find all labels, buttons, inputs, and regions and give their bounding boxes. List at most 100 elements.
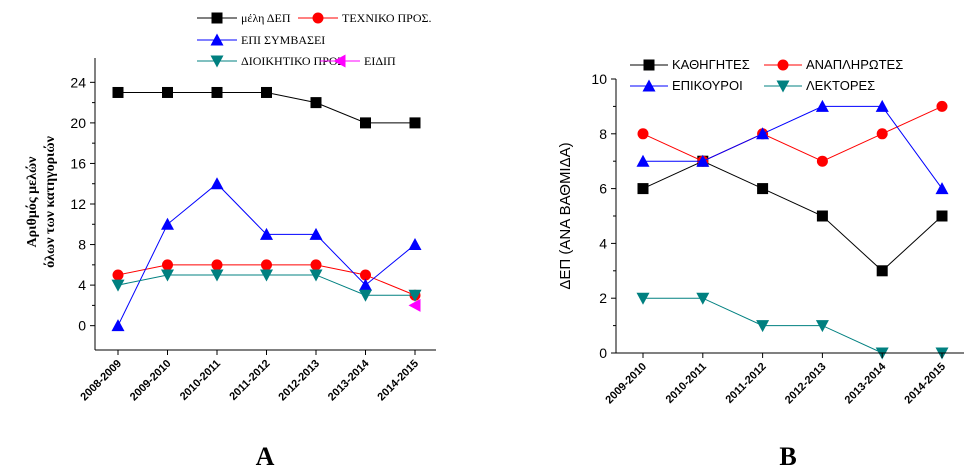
legend-item-τεχνικο-προς: ΤΕΧΝΙΚΟ ΠΡΟΣ. (298, 11, 431, 25)
legend-item-επι-συμβασει: ΕΠΙ ΣΥΜΒΑΣΕΙ (197, 33, 325, 47)
data-point (211, 86, 223, 98)
legend-label: μέλη ΔΕΠ (241, 11, 291, 25)
data-point (757, 183, 769, 195)
data-point (360, 269, 371, 281)
data-point (876, 265, 888, 277)
x-tick-label: 2010-2011 (664, 361, 709, 406)
series-line (642, 105, 943, 162)
data-point (876, 128, 888, 140)
y-tick-label: 0 (599, 345, 607, 361)
data-point (309, 227, 323, 240)
data-point (161, 217, 174, 230)
x-tick-label: 2009-2010 (603, 361, 649, 407)
legend-marker (312, 12, 324, 24)
y-tick-label: 16 (70, 155, 86, 171)
x-tick-label: 2008-2009 (78, 358, 124, 404)
data-point (815, 320, 829, 333)
data-point (210, 177, 224, 190)
series-line (643, 297, 942, 354)
chart-a-panel-label: A (256, 442, 275, 471)
series-επικουροι (636, 99, 949, 195)
data-point (756, 320, 770, 333)
data-point (309, 269, 323, 282)
series-ειδιπ (408, 298, 421, 312)
x-tick-label: 2010-2011 (178, 358, 223, 403)
legend-marker (210, 33, 224, 46)
data-point (112, 86, 124, 98)
series-μέλη-δεπ (112, 86, 421, 129)
y-tick-label: 4 (78, 277, 86, 293)
y-tick-label: 0 (78, 318, 86, 334)
data-point (112, 269, 124, 281)
legend-label: ΑΝΑΠΛΗΡΩΤΕΣ (806, 57, 903, 72)
legend-marker (776, 80, 790, 93)
data-point (260, 227, 273, 240)
legend-item-μέλη-δεπ: μέλη ΔΕΠ (197, 11, 291, 25)
series-line (643, 105, 943, 189)
data-point (261, 86, 272, 98)
data-point (409, 117, 421, 129)
data-point (359, 278, 372, 291)
data-point (636, 292, 650, 305)
data-point (162, 86, 173, 98)
data-point (935, 182, 949, 195)
series-επι-συμβασει (111, 177, 422, 332)
y-tick-label: 24 (70, 74, 86, 90)
chart-b-panel-label: B (779, 442, 796, 471)
data-point (816, 155, 828, 167)
legend-label: ΤΕΧΝΙΚΟ ΠΡΟΣ. (342, 11, 431, 25)
legend-label: ΕΠΙ ΣΥΜΒΑΣΕΙ (241, 33, 325, 47)
x-tick-label: 2012-2013 (276, 358, 322, 404)
data-point (636, 154, 650, 167)
legend-marker (777, 59, 789, 71)
x-tick-label: 2012-2013 (783, 361, 829, 407)
series-line (642, 160, 943, 272)
data-point (210, 269, 224, 282)
y-tick-label: 12 (70, 196, 86, 212)
series-διοικητικο-προς (111, 269, 422, 302)
chart-a-ylabel-line-2: όλων των κατηγοριών (43, 135, 58, 268)
data-point (161, 269, 174, 282)
data-point (111, 319, 125, 332)
x-tick-label: 2013-2014 (326, 357, 372, 403)
series-αναπληρωτες (637, 100, 948, 167)
data-point (310, 259, 322, 271)
legend-item-καθηγητες: ΚΑΘΗΓΗΤΕΣ (630, 57, 750, 72)
legend-label: ΔΙΟΙΚΗΤΙΚΟ ΠΡΟΣ (241, 54, 345, 68)
x-tick-label: 2011-2012 (723, 361, 768, 406)
chart-b-legend: ΚΑΘΗΓΗΤΕΣ ΑΝΑΠΛΗΡΩΤΕΣ ΕΠΙΚΟΥΡΟΙ ΛΕΚΤΟΡΕΣ (630, 57, 903, 93)
legend-label: ΕΙΔΙΠ (364, 54, 396, 68)
data-point (261, 259, 272, 271)
legend-marker (643, 59, 655, 71)
chart-a-ylabel-line-1: Αριθμός μελών (25, 156, 40, 248)
legend-label: ΚΑΘΗΓΗΤΕΣ (672, 57, 750, 72)
legend-item-ειδιπ: ΕΙΔΙΠ (320, 54, 396, 68)
legend-marker (210, 55, 224, 68)
x-tick-label: 2011-2012 (227, 358, 272, 403)
legend-marker (333, 54, 346, 68)
y-tick-label: 2 (599, 290, 607, 306)
data-point (637, 128, 649, 140)
data-point (408, 298, 421, 312)
legend-marker (211, 12, 223, 24)
legend-label: ΛΕΚΤΟΡΕΣ (806, 78, 875, 93)
y-tick-label: 10 (591, 71, 607, 87)
data-point (359, 289, 372, 302)
data-point (211, 259, 223, 271)
data-point (260, 269, 273, 282)
x-tick-label: 2014-2015 (375, 358, 421, 404)
y-tick-label: 8 (78, 237, 86, 253)
data-point (815, 99, 829, 112)
y-tick-label: 4 (599, 235, 607, 251)
x-tick-label: 2014-2015 (902, 361, 948, 407)
series-line (117, 183, 416, 326)
series-λεκτορες (636, 292, 949, 360)
chart-b: 0 2 4 6 8 10 2009-2010 2010-2011 2011-2012 2012-2… (557, 57, 964, 471)
data-point (408, 289, 422, 302)
y-tick-label: 6 (599, 181, 607, 197)
chart-b-series (636, 99, 949, 360)
data-point (162, 259, 173, 271)
y-tick-label: 20 (70, 115, 86, 131)
x-tick-label: 2009-2010 (128, 358, 174, 404)
